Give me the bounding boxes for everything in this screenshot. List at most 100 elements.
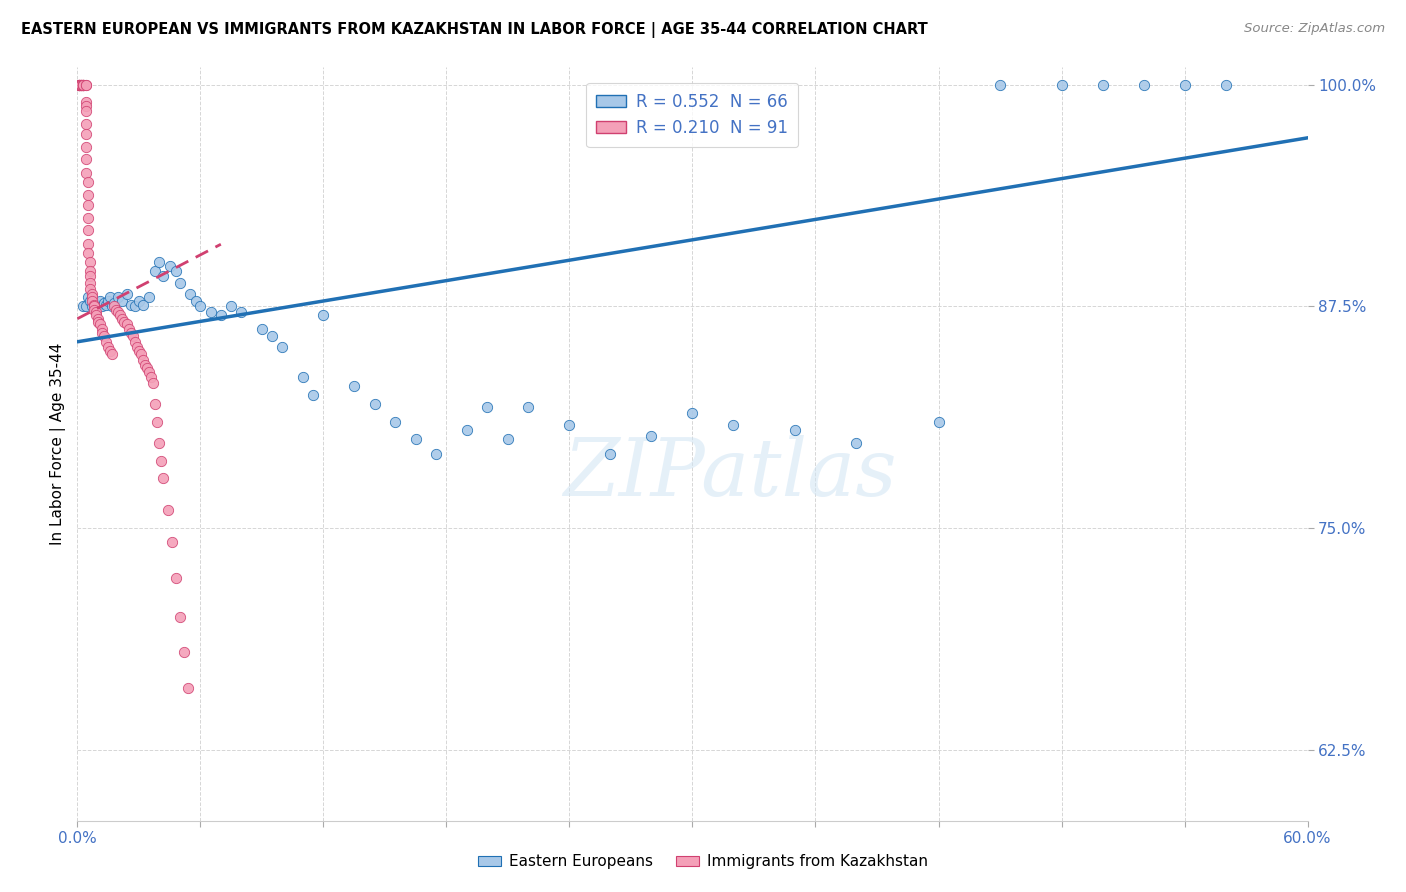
Point xyxy=(115,286,138,301)
Point xyxy=(132,297,155,311)
Point xyxy=(186,293,208,308)
Point xyxy=(90,326,114,340)
Point xyxy=(179,286,201,301)
Point xyxy=(103,295,125,310)
Point xyxy=(80,299,103,313)
Point xyxy=(262,329,284,343)
Point xyxy=(143,264,166,278)
Point xyxy=(79,264,101,278)
Point xyxy=(988,78,1011,92)
Point xyxy=(87,297,110,311)
Point xyxy=(124,334,146,349)
Point xyxy=(76,290,98,304)
Point xyxy=(1050,78,1073,92)
Point xyxy=(405,433,427,447)
Point xyxy=(146,415,169,429)
Point xyxy=(250,322,273,336)
Point xyxy=(87,315,110,329)
Point xyxy=(80,286,103,301)
Point xyxy=(72,78,94,92)
Legend: Eastern Europeans, Immigrants from Kazakhstan: Eastern Europeans, Immigrants from Kazak… xyxy=(472,848,934,875)
Point xyxy=(94,334,117,349)
Point xyxy=(72,299,94,313)
Text: Source: ZipAtlas.com: Source: ZipAtlas.com xyxy=(1244,22,1385,36)
Point xyxy=(83,295,105,310)
Point xyxy=(121,329,143,343)
Point xyxy=(87,311,110,326)
Point xyxy=(67,78,90,92)
Point xyxy=(134,358,156,372)
Point xyxy=(425,446,447,460)
Point xyxy=(271,340,294,354)
Point xyxy=(93,295,115,310)
Point xyxy=(72,78,94,92)
Point xyxy=(115,317,138,331)
Point xyxy=(97,340,120,354)
Point xyxy=(640,429,662,443)
Point xyxy=(98,343,121,358)
Point xyxy=(72,78,94,92)
Point xyxy=(67,78,90,92)
Point xyxy=(83,297,105,311)
Point xyxy=(107,304,129,318)
Point xyxy=(343,379,366,393)
Point xyxy=(143,397,166,411)
Point xyxy=(75,99,97,113)
Point xyxy=(456,424,478,438)
Point xyxy=(80,293,103,308)
Point xyxy=(302,388,325,402)
Point xyxy=(160,535,183,549)
Point xyxy=(682,406,704,420)
Point xyxy=(101,347,124,361)
Point xyxy=(90,322,114,336)
Point xyxy=(138,365,160,379)
Point xyxy=(188,299,212,313)
Point xyxy=(110,308,132,322)
Point xyxy=(496,433,519,447)
Point xyxy=(75,95,97,110)
Point xyxy=(97,293,120,308)
Point xyxy=(83,299,105,313)
Point xyxy=(70,78,93,92)
Point xyxy=(150,453,173,467)
Point xyxy=(111,311,134,326)
Point xyxy=(70,78,93,92)
Point xyxy=(132,352,155,367)
Point xyxy=(76,223,98,237)
Point xyxy=(79,269,101,284)
Point xyxy=(76,246,98,260)
Point xyxy=(129,347,152,361)
Point xyxy=(142,376,165,390)
Point xyxy=(1215,78,1237,92)
Point xyxy=(79,255,101,269)
Point xyxy=(845,436,868,450)
Point xyxy=(152,471,174,485)
Point xyxy=(105,302,128,317)
Point xyxy=(72,78,94,92)
Point xyxy=(124,299,146,313)
Point xyxy=(70,78,93,92)
Point xyxy=(84,299,107,313)
Point xyxy=(75,117,97,131)
Point xyxy=(83,302,105,317)
Point xyxy=(79,293,101,308)
Point xyxy=(67,78,90,92)
Point xyxy=(79,277,101,291)
Point xyxy=(231,304,253,318)
Point xyxy=(477,401,499,415)
Point xyxy=(928,415,950,429)
Point xyxy=(312,308,335,322)
Point xyxy=(76,237,98,252)
Point xyxy=(148,436,170,450)
Point xyxy=(173,645,195,659)
Text: EASTERN EUROPEAN VS IMMIGRANTS FROM KAZAKHSTAN IN LABOR FORCE | AGE 35-44 CORREL: EASTERN EUROPEAN VS IMMIGRANTS FROM KAZA… xyxy=(21,22,928,38)
Point xyxy=(107,290,129,304)
Text: ZIPatlas: ZIPatlas xyxy=(562,435,896,513)
Point xyxy=(1174,78,1197,92)
Point xyxy=(103,299,125,313)
Point xyxy=(120,326,142,340)
Y-axis label: In Labor Force | Age 35-44: In Labor Force | Age 35-44 xyxy=(51,343,66,545)
Point xyxy=(128,343,150,358)
Point xyxy=(169,277,191,291)
Point xyxy=(75,78,97,92)
